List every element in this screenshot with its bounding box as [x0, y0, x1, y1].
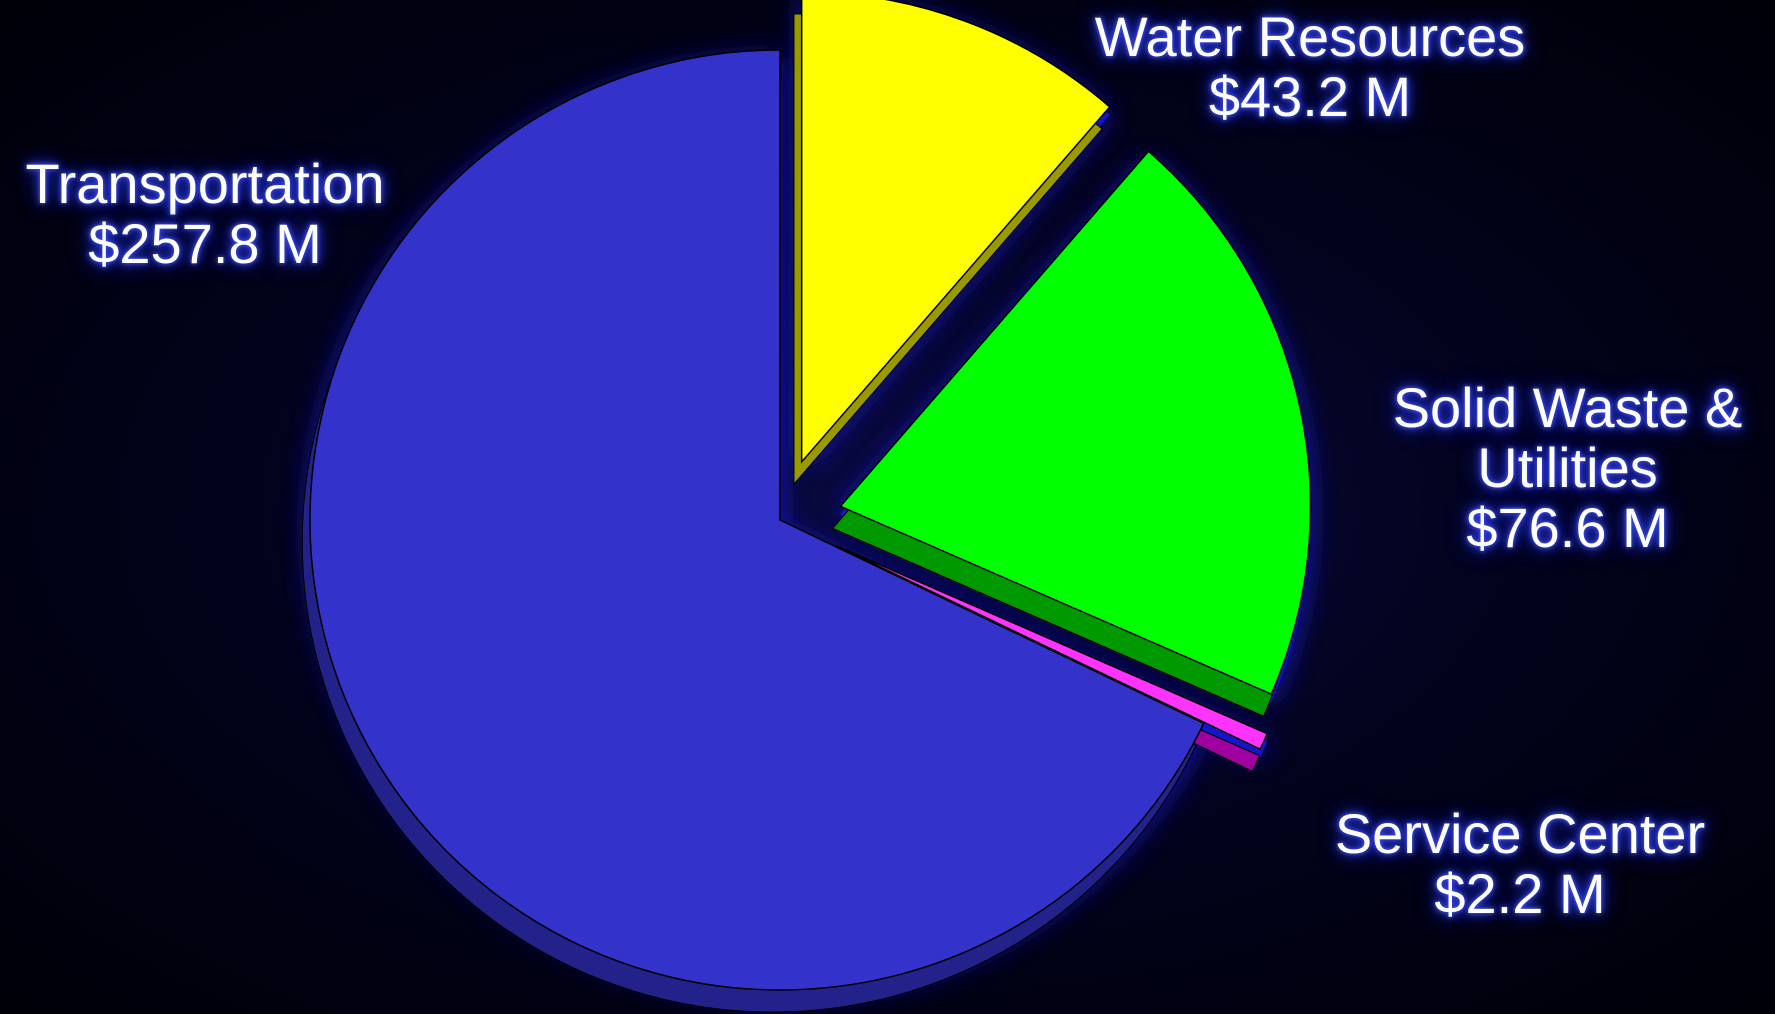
label-water-resources: Water Resources $43.2 M [1060, 7, 1560, 127]
pie-slices [309, 0, 1312, 991]
label-service-center: Service Center $2.2 M [1310, 804, 1730, 924]
slice-solid-waste [839, 150, 1312, 696]
label-solid-waste-line2: Utilities [1477, 436, 1658, 499]
slice-transportation [309, 49, 1205, 991]
label-water-resources-name: Water Resources [1094, 5, 1526, 68]
slice-service-center [836, 545, 1269, 751]
label-service-center-name: Service Center [1334, 802, 1706, 865]
label-solid-waste-value: $76.6 M [1466, 496, 1669, 559]
label-transportation-name: Transportation [25, 152, 385, 215]
label-solid-waste: Solid Waste & Utilities $76.6 M [1365, 378, 1770, 558]
label-service-center-value: $2.2 M [1434, 862, 1606, 925]
label-solid-waste-line1: Solid Waste & [1392, 376, 1743, 439]
slice-water-resources [800, 0, 1111, 464]
label-transportation: Transportation $257.8 M [10, 154, 400, 274]
label-water-resources-value: $43.2 M [1208, 65, 1412, 128]
label-transportation-value: $257.8 M [88, 212, 322, 275]
